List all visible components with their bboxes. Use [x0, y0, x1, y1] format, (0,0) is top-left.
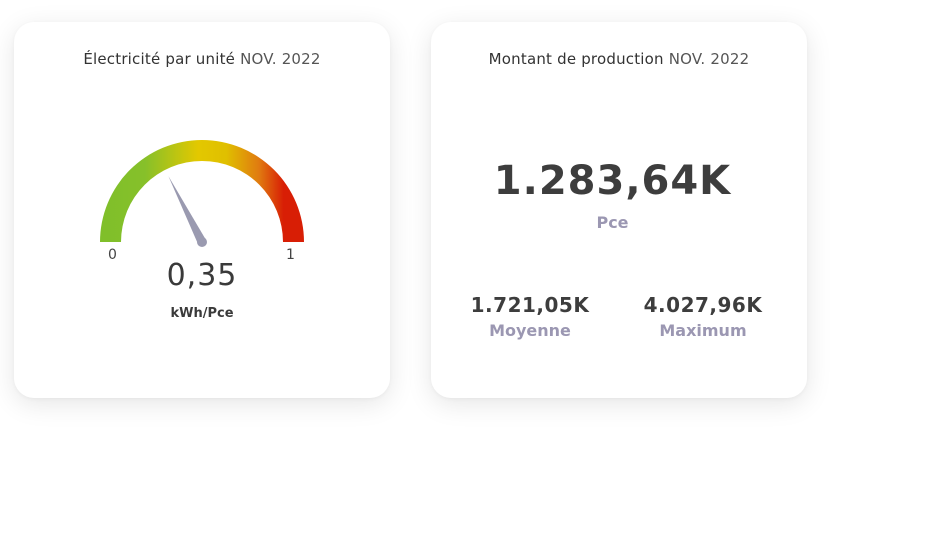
electricity-card-period: NOV. 2022	[240, 50, 321, 68]
production-main-unit: Pce	[596, 213, 629, 232]
electricity-card-title-text: Électricité par unité	[83, 50, 236, 68]
electricity-per-unit-card: Électricité par unité NOV. 2022 0 1 0,35…	[14, 22, 390, 398]
gauge-unit: kWh/Pce	[170, 306, 234, 321]
maximum-label: Maximum	[659, 321, 747, 340]
average-value: 1.721,05K	[470, 293, 590, 317]
production-card-period: NOV. 2022	[668, 50, 750, 68]
average-stat: 1.721,05K Moyenne	[445, 293, 615, 340]
gauge-chart	[100, 140, 304, 247]
maximum-stat: 4.027,96K Maximum	[618, 293, 788, 340]
maximum-value: 4.027,96K	[643, 293, 763, 317]
gauge-max-label: 1	[286, 247, 295, 263]
production-card-title-text: Montant de production	[488, 50, 664, 68]
electricity-card-title: Électricité par unité NOV. 2022	[14, 50, 390, 68]
production-amount-card: Montant de production NOV. 2022 1.283,64…	[431, 22, 807, 398]
gauge-needle	[168, 176, 207, 247]
gauge-arc	[100, 140, 304, 242]
production-card-title: Montant de production NOV. 2022	[431, 50, 807, 68]
gauge-value: 0,35	[166, 258, 238, 293]
gauge-min-label: 0	[108, 247, 117, 263]
production-main-value: 1.283,64K	[493, 158, 732, 204]
average-label: Moyenne	[489, 321, 571, 340]
